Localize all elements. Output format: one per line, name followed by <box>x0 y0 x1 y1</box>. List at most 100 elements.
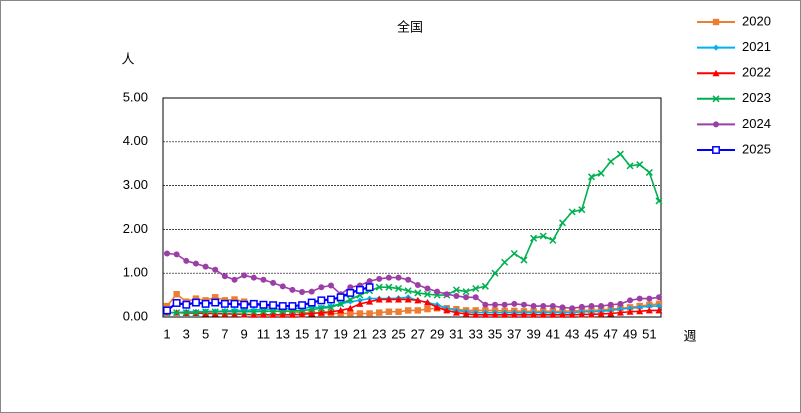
marker <box>646 303 653 310</box>
marker <box>636 307 644 315</box>
marker <box>231 296 238 303</box>
marker <box>482 301 489 308</box>
x-tick-label: 33 <box>468 326 482 341</box>
marker <box>356 310 364 317</box>
x-tick-label: 27 <box>411 326 425 341</box>
marker <box>501 301 508 308</box>
marker <box>645 306 653 314</box>
marker <box>307 298 316 307</box>
marker <box>530 234 538 242</box>
marker <box>211 298 220 307</box>
marker <box>405 276 412 283</box>
marker <box>443 306 451 314</box>
marker <box>317 296 326 305</box>
x-tick-label: 29 <box>430 326 444 341</box>
x-tick-label: 51 <box>642 326 656 341</box>
marker <box>299 289 306 296</box>
y-tick-label: 1.00 <box>123 265 148 280</box>
x-tick-label: 43 <box>565 326 579 341</box>
series-line <box>166 293 660 315</box>
marker <box>627 305 634 312</box>
marker <box>355 285 364 294</box>
legend-label: 2022 <box>742 65 771 80</box>
marker <box>211 308 219 316</box>
marker <box>182 309 190 317</box>
marker <box>578 303 585 310</box>
marker <box>212 294 219 301</box>
marker <box>270 279 277 286</box>
x-tick-label: 25 <box>391 326 405 341</box>
marker <box>259 300 268 309</box>
marker <box>713 121 719 128</box>
marker <box>220 299 229 308</box>
marker <box>481 282 489 290</box>
legend-label: 2020 <box>742 13 771 28</box>
marker <box>549 303 556 310</box>
marker <box>636 295 643 302</box>
marker <box>250 274 257 281</box>
marker <box>559 304 566 311</box>
marker <box>423 299 431 306</box>
x-tick-label: 41 <box>546 326 560 341</box>
marker <box>308 309 316 317</box>
marker <box>520 311 528 318</box>
marker <box>636 161 644 169</box>
marker <box>259 311 267 318</box>
marker <box>472 311 480 318</box>
marker <box>530 311 538 318</box>
x-axis-label: 週 <box>683 328 696 343</box>
marker <box>626 308 634 315</box>
marker <box>346 288 355 297</box>
marker <box>433 303 441 311</box>
legend-label: 2024 <box>742 116 771 131</box>
marker <box>394 284 403 293</box>
marker <box>356 297 363 304</box>
marker <box>395 274 402 281</box>
x-tick-label: 5 <box>202 326 209 341</box>
series-line <box>167 298 659 316</box>
marker <box>211 309 219 317</box>
marker <box>646 295 653 302</box>
marker <box>501 258 509 266</box>
legend-item: 2025 <box>697 141 771 156</box>
x-tick-label: 9 <box>241 326 248 341</box>
marker <box>250 311 258 318</box>
legend-label: 2023 <box>742 90 771 105</box>
x-tick-label: 7 <box>221 326 228 341</box>
marker <box>462 288 470 296</box>
legend-label: 2025 <box>742 141 771 156</box>
marker <box>539 311 547 318</box>
marker <box>463 294 470 301</box>
marker <box>202 308 210 316</box>
y-tick-label: 5.00 <box>123 89 148 104</box>
marker <box>452 309 460 316</box>
marker <box>240 300 249 309</box>
marker <box>375 295 383 303</box>
marker <box>298 310 306 318</box>
marker <box>249 299 258 308</box>
marker <box>201 299 210 308</box>
marker <box>472 284 480 293</box>
marker <box>337 306 345 314</box>
marker <box>289 286 296 293</box>
marker <box>607 301 614 308</box>
marker <box>298 301 307 310</box>
marker <box>607 157 615 166</box>
marker <box>163 306 171 315</box>
marker <box>231 310 239 317</box>
marker <box>423 290 432 298</box>
marker <box>366 298 374 305</box>
marker <box>385 295 393 303</box>
marker <box>221 308 229 316</box>
marker <box>202 263 209 270</box>
marker <box>481 311 489 318</box>
marker <box>317 304 325 312</box>
marker <box>308 306 316 314</box>
x-tick-label: 39 <box>526 326 540 341</box>
legend-item: 2024 <box>697 116 771 131</box>
marker <box>279 283 286 290</box>
marker <box>578 206 586 214</box>
marker <box>366 310 373 317</box>
marker <box>231 276 238 283</box>
marker <box>434 288 441 295</box>
